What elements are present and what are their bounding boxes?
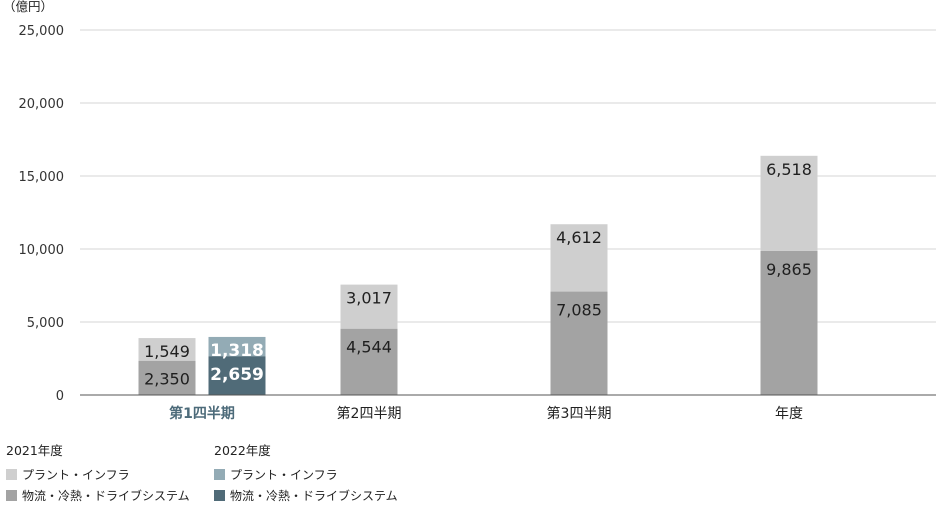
y-tick-label: 15,000 bbox=[19, 170, 65, 185]
x-tick-label: 年度 bbox=[775, 406, 803, 422]
legend-label-2022-plant: プラント・インフラ bbox=[230, 467, 338, 482]
legend-swatch-2022-logistics bbox=[214, 489, 225, 501]
x-tick-label: 第3四半期 bbox=[547, 405, 612, 422]
legend-label-2022-logistics: 物流・冷熱・ドライブシステム bbox=[230, 488, 398, 503]
data-label: 7,085 bbox=[556, 301, 602, 320]
legend-item-2022-plant: プラント・インフラ bbox=[214, 466, 398, 482]
bar-segment bbox=[340, 328, 398, 395]
bar-segment bbox=[138, 360, 196, 395]
y-tick-label: 0 bbox=[56, 389, 64, 404]
stacked-bar-chart: （億円） 0 5,000 10,000 15,000 20,000 25,000 2,350 1… bbox=[3, 0, 936, 422]
y-tick-label: 5,000 bbox=[27, 316, 64, 331]
data-label: 1,549 bbox=[144, 342, 190, 361]
legend-label-2021-logistics: 物流・冷熱・ドライブシステム bbox=[22, 488, 190, 503]
legend-item-2021-plant: プラント・インフラ bbox=[6, 466, 190, 482]
legend-swatch-2021-logistics bbox=[6, 489, 17, 501]
data-label: 3,017 bbox=[346, 289, 392, 308]
bar-segment bbox=[208, 336, 266, 357]
legend-title-2021: 2021年度 bbox=[6, 443, 63, 458]
legend-swatch-2022-plant bbox=[214, 468, 225, 480]
legend-item-2022-logistics: 物流・冷熱・ドライブシステム bbox=[214, 487, 398, 503]
bar-segment bbox=[760, 155, 818, 251]
legend-2022: 2022年度 プラント・インフラ 物流・冷熱・ドライブシステム bbox=[214, 440, 398, 508]
bar-segment bbox=[760, 250, 818, 395]
y-tick-label: 25,000 bbox=[19, 24, 65, 39]
data-label: 6,518 bbox=[766, 160, 812, 179]
data-label: 2,659 bbox=[210, 365, 264, 385]
data-label: 4,612 bbox=[556, 228, 602, 247]
legend-label-2021-plant: プラント・インフラ bbox=[22, 467, 130, 482]
bar-segment bbox=[550, 224, 608, 292]
y-tick-label: 20,000 bbox=[19, 97, 65, 112]
data-label: 1,318 bbox=[210, 341, 264, 361]
legend-title-2022: 2022年度 bbox=[214, 443, 271, 458]
bar-segment bbox=[340, 284, 398, 329]
bar-segment bbox=[138, 338, 196, 361]
y-axis-unit-label: （億円） bbox=[3, 0, 53, 14]
legend-item-2021-logistics: 物流・冷熱・ドライブシステム bbox=[6, 487, 190, 503]
bar-segment bbox=[550, 291, 608, 395]
y-tick-label: 10,000 bbox=[19, 243, 65, 258]
data-label: 2,350 bbox=[144, 370, 190, 389]
legend-2021: 2021年度 プラント・インフラ 物流・冷熱・ドライブシステム bbox=[6, 440, 190, 508]
data-label: 4,544 bbox=[346, 338, 392, 357]
legend-swatch-2021-plant bbox=[6, 468, 17, 480]
x-tick-label: 第2四半期 bbox=[337, 405, 402, 422]
bar-segment bbox=[208, 356, 266, 395]
x-tick-label: 第1四半期 bbox=[169, 405, 235, 422]
data-label: 9,865 bbox=[766, 260, 812, 279]
